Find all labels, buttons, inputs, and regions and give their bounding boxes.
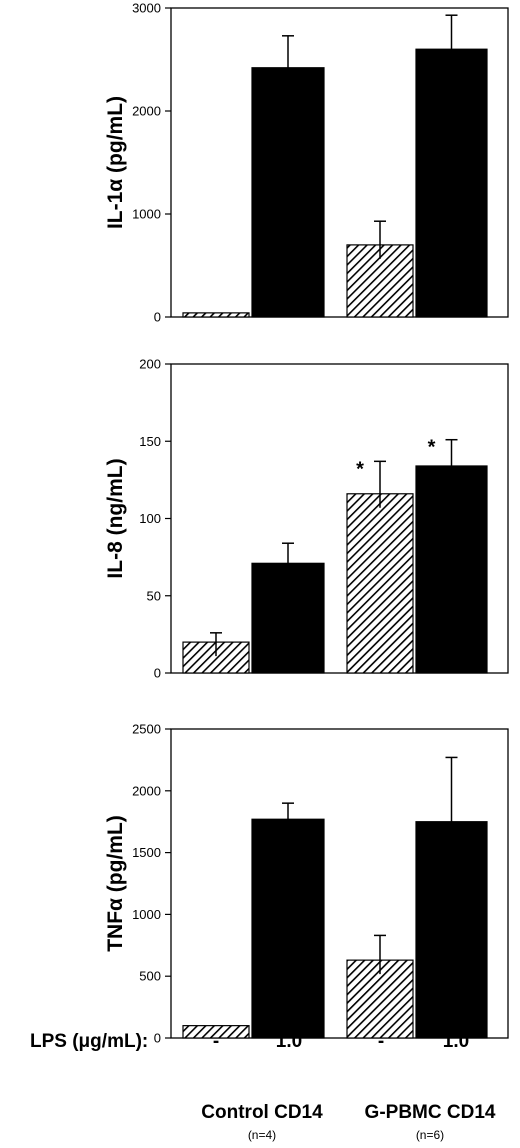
tnfa-ytick-label-3: 1500: [132, 845, 161, 860]
il1a-ytick-label-2: 2000: [132, 104, 161, 119]
il1a-ytick-label-0: 0: [154, 310, 161, 325]
tnfa-bar-0: [182, 1025, 250, 1039]
il1a-ytick-label-3: 3000: [132, 1, 161, 16]
dose-label-1: -: [213, 1031, 219, 1052]
il1a-panel: 0 1000 2000 3000 IL-1α (pg/mL): [104, 1, 509, 325]
tnfa-ytick-label-4: 2000: [132, 783, 161, 798]
il8-bar-1: [251, 562, 325, 674]
tnfa-bar-1: [251, 818, 325, 1039]
il1a-bar-0: [182, 312, 250, 318]
il8-significance-star-2: *: [356, 458, 364, 480]
il8-bar-3: [415, 465, 488, 674]
group-n-control: (n=4): [248, 1128, 276, 1142]
il1a-ylabel: IL-1α (pg/mL): [104, 96, 127, 229]
il1a-bar-3: [415, 48, 488, 318]
il8-significance-star-3: *: [428, 437, 436, 459]
group-n-gpbmc: (n=6): [416, 1128, 444, 1142]
dose-label-2: 1.0: [276, 1031, 302, 1052]
tnfa-panel: 0 500 1000 1500 2000 2500 TNFα (pg/mL): [104, 722, 509, 1046]
il8-ytick-label-4: 200: [139, 357, 161, 372]
il8-ytick-label-2: 100: [139, 511, 161, 526]
tnfa-ytick-label-1: 500: [139, 969, 161, 984]
il8-ytick-label-1: 50: [147, 588, 161, 603]
il8-ylabel: IL-8 (ng/mL): [104, 458, 127, 578]
lps-label: LPS (μg/mL):: [30, 1031, 148, 1052]
tnfa-bar-3: [415, 821, 488, 1039]
tnfa-plot-frame: [170, 728, 509, 1039]
il1a-bar-1: [251, 67, 325, 318]
dose-label-4: 1.0: [443, 1031, 469, 1052]
group-label-gpbmc: G-PBMC CD14: [365, 1102, 496, 1123]
il1a-plot-frame: [170, 7, 509, 318]
tnfa-ytick-label-2: 1000: [132, 907, 161, 922]
dose-label-3: -: [378, 1031, 384, 1052]
il8-panel: 0 50 100 150 200 IL-8 (ng/mL) * *: [104, 357, 509, 681]
il8-ytick-label-0: 0: [154, 666, 161, 681]
il8-ytick-label-3: 150: [139, 434, 161, 449]
group-label-control: Control CD14: [201, 1102, 323, 1123]
x-axis-labels: LPS (μg/mL): - 1.0 - 1.0 Control CD14 G-…: [30, 1031, 496, 1142]
il8-bar-2: [346, 493, 414, 674]
il1a-ytick-label-1: 1000: [132, 207, 161, 222]
tnfa-ytick-label-0: 0: [154, 1031, 161, 1046]
tnfa-ytick-label-5: 2500: [132, 722, 161, 737]
tnfa-ylabel: TNFα (pg/mL): [104, 815, 127, 952]
